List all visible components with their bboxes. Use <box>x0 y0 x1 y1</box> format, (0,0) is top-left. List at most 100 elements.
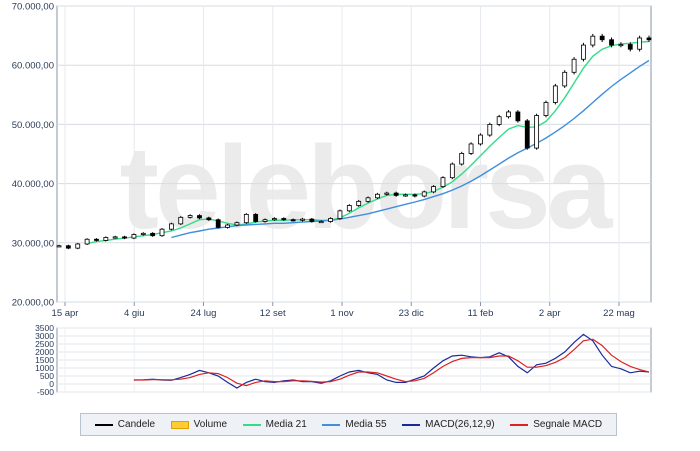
candle-body <box>234 222 240 226</box>
x-tick-label: 12 set <box>260 308 286 319</box>
candle-body <box>449 163 455 179</box>
candle-body <box>543 102 549 116</box>
candle-body <box>384 192 390 195</box>
candle-body <box>290 219 296 222</box>
candles-group <box>56 33 652 250</box>
macd-y-tick-label: -500 <box>37 387 54 397</box>
candle-body <box>197 215 202 219</box>
candle-body <box>103 237 109 241</box>
candle-body <box>309 218 315 222</box>
x-tick-label: 23 dic <box>399 308 425 319</box>
x-tick-label: 11 feb <box>468 308 494 319</box>
candle-body <box>571 58 577 73</box>
y-tick-label: 40.000,00 <box>12 179 54 190</box>
x-tick-label: 2 apr <box>539 308 561 319</box>
candle-body <box>346 205 352 212</box>
candle-body <box>356 200 362 206</box>
candle-body <box>300 218 305 221</box>
candle-body <box>627 44 633 50</box>
price-chart: teleborsa70.000,0060.000,0050.000,0040.0… <box>12 2 652 397</box>
legend-swatch <box>322 423 341 426</box>
candle-body <box>328 218 333 222</box>
macd-y-tick-label: 2000 <box>35 347 54 357</box>
candle-body <box>178 216 184 225</box>
candle-body <box>318 221 324 224</box>
y-tick-label: 50.000,00 <box>12 120 54 131</box>
macd-series-line-macd-26-12-9- <box>133 333 650 389</box>
legend-item: MACD(26,12,9) <box>402 419 495 430</box>
series-line-media-55 <box>171 59 650 239</box>
candle-body <box>243 213 249 224</box>
candle-body <box>590 35 596 46</box>
candle-body <box>94 238 99 241</box>
candle-body <box>122 236 127 239</box>
macd-series-line-segnale-macd <box>133 338 650 387</box>
legend-item: Media 21 <box>242 419 307 430</box>
candle-body <box>375 193 380 199</box>
candle-body <box>65 245 71 249</box>
candle-body <box>253 213 259 222</box>
candle-body <box>225 224 230 228</box>
candle-body <box>187 215 193 218</box>
macd-y-tick-label: 500 <box>40 371 54 381</box>
candle-body <box>646 37 652 41</box>
legend-swatch <box>170 420 189 429</box>
x-tick-label: 24 lug <box>191 308 217 319</box>
candle-body <box>609 39 614 46</box>
candle-body <box>168 223 174 230</box>
candle-body <box>534 115 540 149</box>
candle-body <box>112 236 118 239</box>
macd-y-tick-label: 2500 <box>35 339 54 349</box>
legend-label: Candele <box>117 419 156 430</box>
legend-swatch <box>242 423 261 426</box>
candle-body <box>421 191 427 197</box>
candle-body <box>271 218 277 221</box>
x-tick-label: 15 apr <box>52 308 79 319</box>
legend-label: Volume <box>193 419 228 430</box>
legend: Candele Volume Media 21 Media 55 MACD(26,12,… <box>80 413 617 436</box>
candle-body <box>487 124 493 136</box>
candle-body <box>393 192 399 196</box>
candle-body <box>150 232 156 237</box>
macd-y-tick-label: 1000 <box>35 363 54 373</box>
candle-body <box>496 116 502 125</box>
legend-item: Candele <box>94 419 156 430</box>
candle-body <box>618 44 624 47</box>
macd-y-tick-label: 3000 <box>35 331 54 341</box>
candle-body <box>637 37 643 50</box>
candle-body <box>459 153 465 165</box>
legend-label: Media 21 <box>265 419 307 430</box>
legend-label: Media 55 <box>345 419 387 430</box>
candle-body <box>215 219 221 228</box>
legend-swatch <box>402 423 421 426</box>
candle-body <box>515 111 521 122</box>
legend-item: Segnale MACD <box>510 419 602 430</box>
candle-body <box>337 210 343 219</box>
legend-label: MACD(26,12,9) <box>425 419 495 430</box>
candle-body <box>281 218 287 221</box>
candle-body <box>365 197 371 202</box>
candle-body <box>403 194 408 197</box>
legend-item: Volume <box>170 419 228 430</box>
candle-body <box>84 238 90 245</box>
legend-swatch <box>510 423 529 426</box>
plot-area <box>56 5 652 303</box>
y-tick-label: 30.000,00 <box>12 238 54 249</box>
candle-body <box>75 243 81 249</box>
candle-body <box>440 177 446 187</box>
macd-y-tick-label: 3500 <box>35 323 54 333</box>
candle-body <box>506 111 511 118</box>
legend-label: Segnale MACD <box>533 419 603 430</box>
candle-body <box>206 217 212 221</box>
legend-item: Media 55 <box>322 419 387 430</box>
x-tick-label: 22 mag <box>603 308 635 319</box>
candle-body <box>56 245 62 248</box>
legend-swatch <box>94 423 113 426</box>
candle-body <box>581 44 586 60</box>
candle-body <box>599 35 605 41</box>
candle-body <box>524 120 530 149</box>
series-line-media-21 <box>86 40 650 245</box>
candle-body <box>552 85 558 103</box>
x-tick-label: 4 giu <box>124 308 145 319</box>
